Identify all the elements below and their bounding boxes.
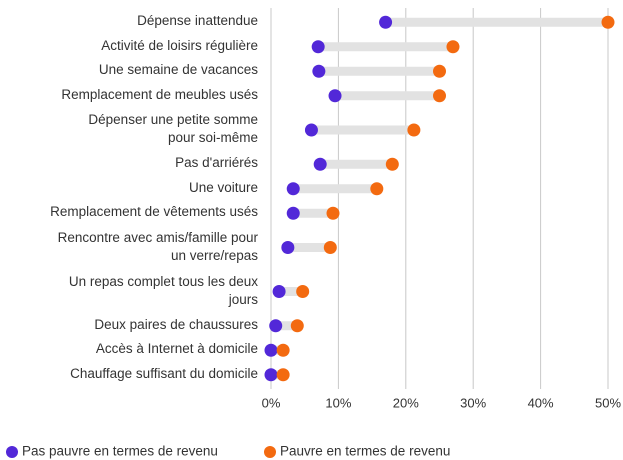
dot bbox=[407, 123, 421, 137]
legend-swatch bbox=[6, 446, 18, 458]
category-label: Activité de loisirs régulière bbox=[101, 37, 258, 53]
dot bbox=[304, 123, 318, 137]
dot bbox=[433, 89, 446, 103]
dot bbox=[313, 157, 327, 171]
dot bbox=[379, 15, 393, 29]
dot bbox=[269, 319, 283, 333]
x-tick-label: 40% bbox=[528, 395, 554, 410]
dot bbox=[323, 241, 337, 254]
category-label: Une semaine de vacances bbox=[98, 62, 258, 78]
dot bbox=[286, 182, 300, 196]
dot bbox=[276, 343, 290, 357]
x-tick-label: 10% bbox=[325, 395, 351, 410]
category-label: Rencontre avec amis/famille pour un verr… bbox=[57, 229, 258, 263]
category-label: Remplacement de meubles usés bbox=[61, 86, 258, 102]
dot bbox=[264, 368, 278, 382]
dot bbox=[311, 40, 325, 54]
dot bbox=[264, 343, 278, 357]
x-tick-label: 20% bbox=[393, 395, 419, 410]
legend-label: Pas pauvre en termes de revenu bbox=[22, 444, 218, 459]
dot bbox=[370, 182, 384, 196]
x-tick-label: 0% bbox=[262, 395, 281, 410]
category-label: Deux paires de chaussures bbox=[94, 316, 258, 332]
dot bbox=[290, 319, 304, 333]
category-label: Chauffage suffisant du domicile bbox=[70, 365, 258, 381]
dot bbox=[446, 40, 460, 54]
dot bbox=[312, 64, 326, 78]
dot bbox=[281, 241, 295, 254]
dot bbox=[272, 285, 286, 298]
dot bbox=[286, 206, 300, 220]
category-label: Dépense inattendue bbox=[137, 13, 258, 29]
category-label: Dépenser une petite somme pour soi-même bbox=[88, 112, 258, 145]
dot bbox=[385, 157, 399, 171]
dot bbox=[296, 285, 310, 298]
category-label: Un repas complet tous les deux jours bbox=[68, 273, 258, 307]
category-label: Pas d'arriérés bbox=[175, 155, 258, 171]
dot bbox=[326, 206, 340, 220]
category-label: Une voiture bbox=[188, 179, 258, 195]
legend-swatch bbox=[264, 446, 276, 458]
dot bbox=[601, 15, 615, 29]
legend-label: Pauvre en termes de revenu bbox=[280, 444, 450, 459]
dot bbox=[433, 64, 446, 78]
dot bbox=[276, 368, 290, 382]
category-label: Accès à Internet à domicile bbox=[95, 341, 258, 357]
x-tick-label: 30% bbox=[460, 395, 486, 410]
category-label: Remplacement de vêtements usés bbox=[50, 204, 258, 220]
x-tick-label: 50% bbox=[595, 395, 621, 410]
dot bbox=[328, 89, 342, 103]
